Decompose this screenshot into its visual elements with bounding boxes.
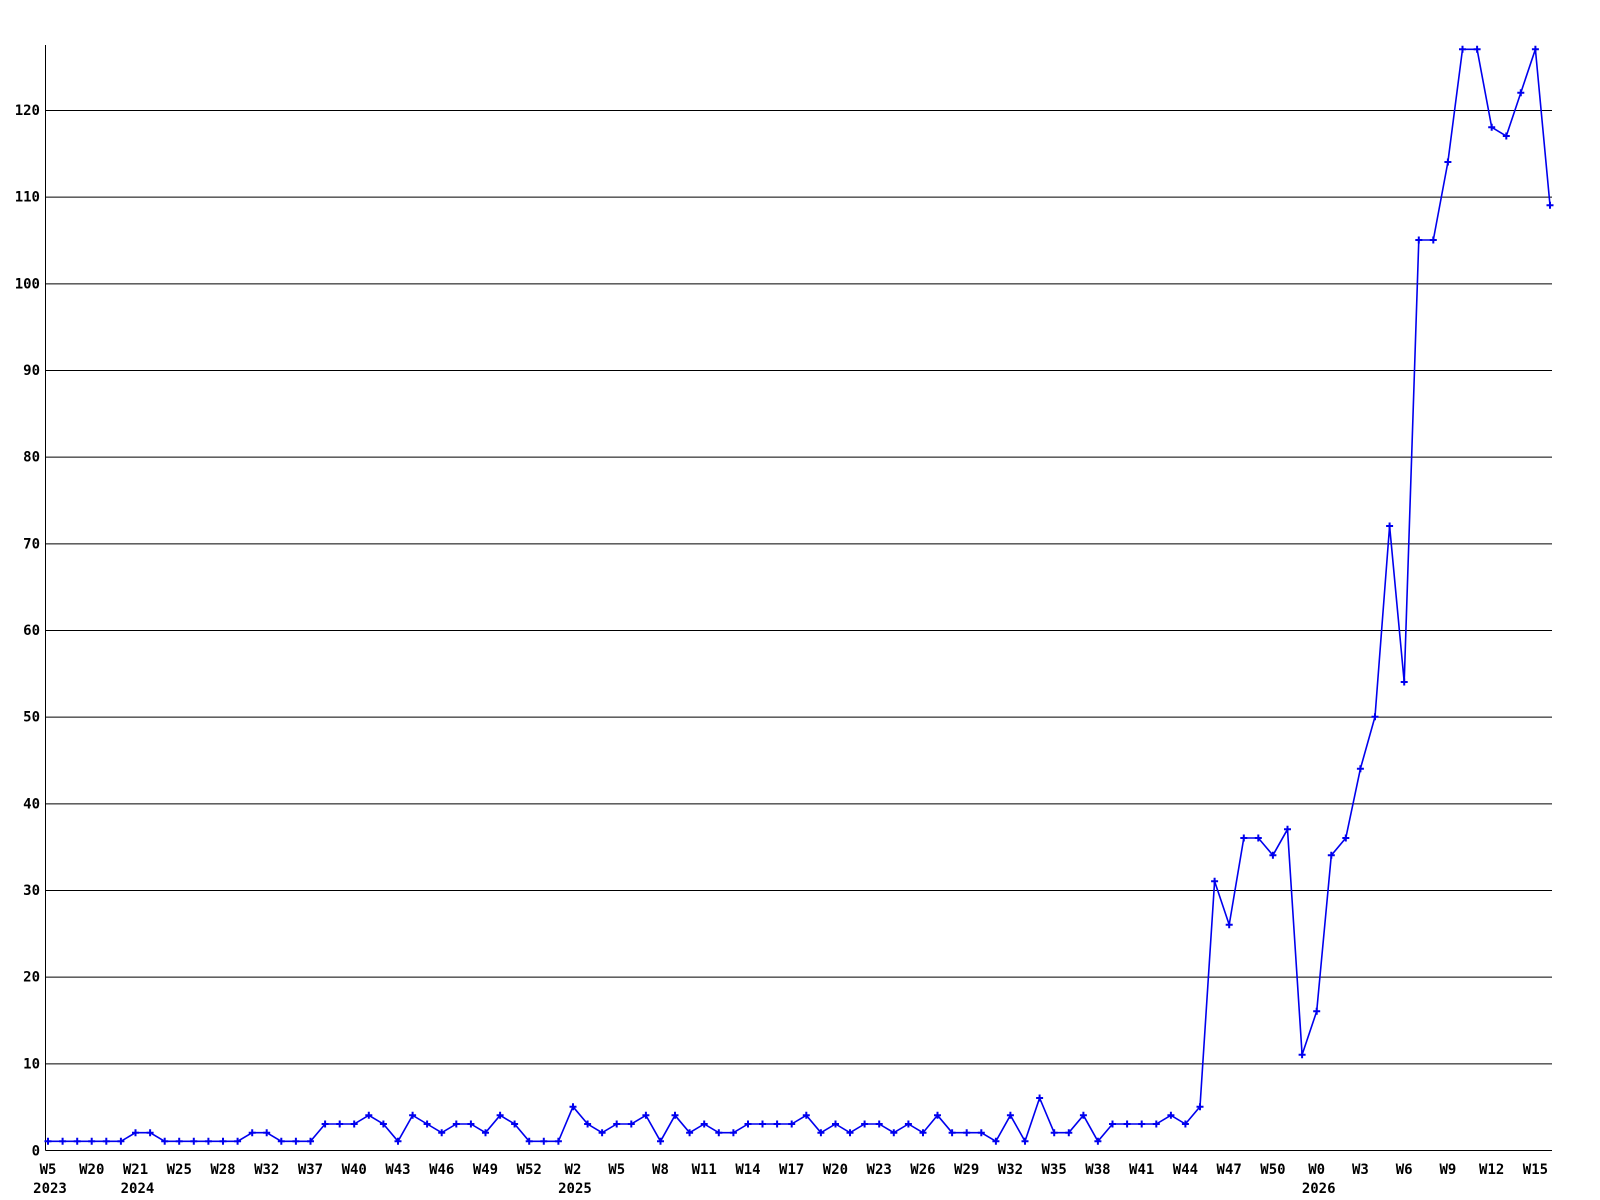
x-tick-label: W43 (385, 1162, 410, 1178)
x-tick-label: W0 (1308, 1162, 1325, 1178)
x-tick-label: W46 (429, 1162, 454, 1178)
x-tick-label: W38 (1085, 1162, 1110, 1178)
x-tick-label: W32 (254, 1162, 279, 1178)
y-tick-label: 40 (23, 796, 40, 812)
x-tick-label: W6 (1396, 1162, 1413, 1178)
y-tick-label: 20 (23, 970, 40, 986)
y-tick-label: 110 (15, 190, 40, 206)
x-tick-label: W52 (517, 1162, 542, 1178)
x-tick-label: W41 (1129, 1162, 1154, 1178)
x-tick-label: W25 (167, 1162, 192, 1178)
x-tick-label: W50 (1260, 1162, 1285, 1178)
year-label: 2026 (1302, 1181, 1336, 1197)
x-tick-label: W8 (652, 1162, 669, 1178)
y-tick-label: 100 (15, 276, 40, 292)
x-tick-label: W35 (1042, 1162, 1067, 1178)
y-tick-label: 90 (23, 363, 40, 379)
x-tick-label: W49 (473, 1162, 498, 1178)
x-tick-label: W20 (79, 1162, 104, 1178)
x-tick-label: W5 (608, 1162, 625, 1178)
x-tick-label: W12 (1479, 1162, 1504, 1178)
x-tick-label: W23 (867, 1162, 892, 1178)
y-tick-label: 70 (23, 536, 40, 552)
data-point-markers (44, 45, 1554, 1145)
year-label: 2023 (33, 1181, 67, 1197)
y-tick-label: 10 (23, 1056, 40, 1072)
x-tick-label: W44 (1173, 1162, 1198, 1178)
y-tick-label: 0 (32, 1144, 40, 1160)
x-tick-label: W28 (210, 1162, 235, 1178)
x-tick-label: W11 (692, 1162, 717, 1178)
x-tick-label: W40 (342, 1162, 367, 1178)
x-tick-label: W15 (1523, 1162, 1548, 1178)
x-tick-label: W32 (998, 1162, 1023, 1178)
year-label: 2025 (558, 1181, 592, 1197)
x-tick-label: W26 (910, 1162, 935, 1178)
x-tick-label: W3 (1352, 1162, 1369, 1178)
y-tick-label: 80 (23, 450, 40, 466)
x-tick-label: W9 (1439, 1162, 1456, 1178)
y-tick-label: 120 (15, 103, 40, 119)
year-label: 2024 (121, 1181, 155, 1197)
y-tick-label: 60 (23, 623, 40, 639)
x-tick-label: W37 (298, 1162, 323, 1178)
x-tick-label: W47 (1217, 1162, 1242, 1178)
x-tick-label: W2 (565, 1162, 582, 1178)
x-tick-label: W21 (123, 1162, 148, 1178)
x-tick-label: W17 (779, 1162, 804, 1178)
x-tick-label: W5 (40, 1162, 57, 1178)
x-tick-label: W14 (735, 1162, 760, 1178)
y-tick-label: 50 (23, 710, 40, 726)
x-tick-label: W20 (823, 1162, 848, 1178)
x-tick-label: W29 (954, 1162, 979, 1178)
y-tick-label: 30 (23, 883, 40, 899)
